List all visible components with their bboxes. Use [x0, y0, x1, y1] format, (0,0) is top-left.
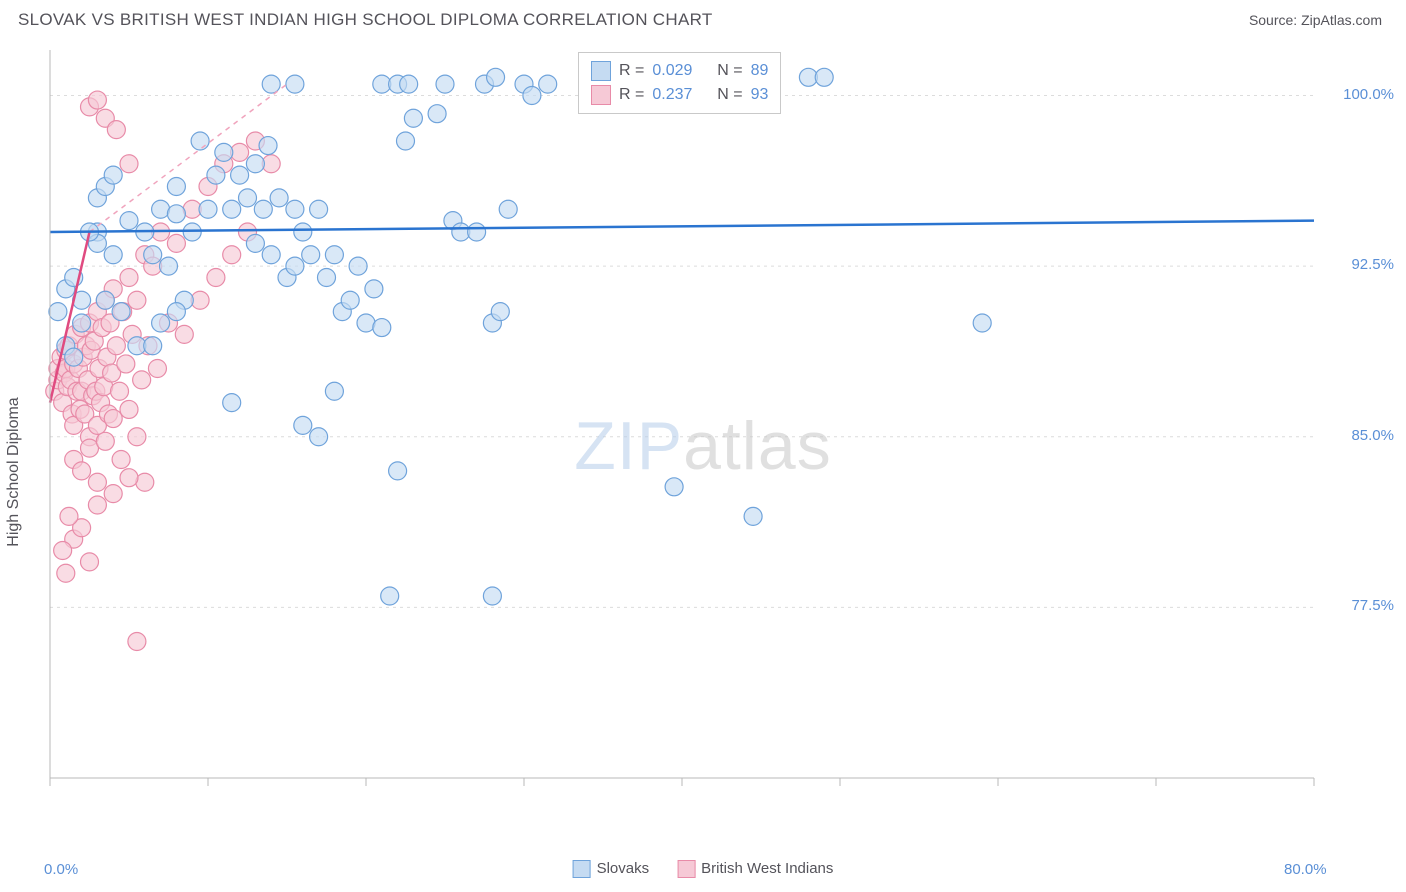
legend-item: British West Indians: [677, 860, 833, 878]
stat-row: R = 0.029 N = 89: [591, 59, 768, 83]
y-axis-label: High School Diploma: [5, 397, 23, 546]
chart-title: SLOVAK VS BRITISH WEST INDIAN HIGH SCHOO…: [18, 10, 713, 30]
x-tick-label: 0.0%: [44, 861, 78, 878]
correlation-stats-box: R = 0.029 N = 89R = 0.237 N = 93: [578, 52, 781, 114]
trend-lines: [50, 84, 1314, 403]
chart-source: Source: ZipAtlas.com: [1249, 12, 1382, 28]
x-tick-label: 80.0%: [1284, 861, 1327, 878]
legend-bottom: Slovaks British West Indians: [573, 860, 834, 878]
legend-item: Slovaks: [573, 860, 650, 878]
chart-area: High School Diploma ZIPatlas 77.5%85.0%9…: [0, 38, 1406, 888]
y-tick-label: 92.5%: [1351, 256, 1394, 273]
chart-header: SLOVAK VS BRITISH WEST INDIAN HIGH SCHOO…: [0, 0, 1406, 38]
stat-row: R = 0.237 N = 93: [591, 83, 768, 107]
scatter-plot: [44, 44, 1364, 814]
y-tick-label: 85.0%: [1351, 427, 1394, 444]
y-tick-label: 100.0%: [1343, 86, 1394, 103]
y-tick-label: 77.5%: [1351, 597, 1394, 614]
